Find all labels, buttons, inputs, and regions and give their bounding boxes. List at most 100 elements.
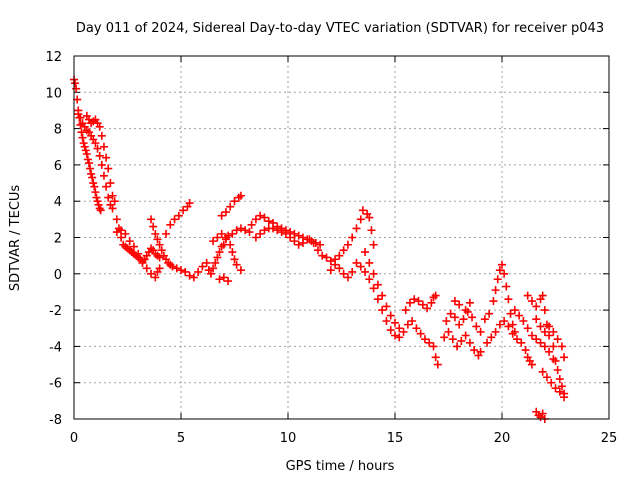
data-point — [431, 353, 440, 362]
data-point — [232, 260, 241, 269]
data-point — [256, 211, 265, 220]
data-point — [414, 297, 423, 306]
data-point — [519, 316, 528, 325]
data-point — [147, 215, 156, 224]
data-point — [538, 291, 547, 300]
data-point — [410, 295, 419, 304]
data-point — [500, 269, 509, 278]
data-point — [125, 237, 134, 246]
data-point — [465, 338, 474, 347]
data-point — [151, 229, 160, 238]
data-point — [170, 215, 179, 224]
y-tick-label: 6 — [54, 159, 62, 174]
data-point — [367, 226, 376, 235]
data-point — [298, 238, 307, 247]
data-point — [84, 159, 93, 168]
data-point — [423, 304, 432, 313]
data-point — [221, 233, 230, 242]
data-point — [269, 224, 278, 233]
data-point — [155, 264, 164, 273]
data-point — [82, 150, 91, 159]
data-point — [97, 131, 106, 140]
data-point — [108, 204, 117, 213]
x-tick-label: 15 — [387, 431, 404, 446]
data-point — [76, 113, 85, 122]
data-point — [547, 378, 556, 387]
data-point — [206, 269, 215, 278]
y-tick-label: -6 — [49, 377, 62, 392]
data-point — [538, 367, 547, 376]
data-point — [557, 342, 566, 351]
data-point — [373, 280, 382, 289]
data-point — [162, 229, 171, 238]
data-point — [294, 240, 303, 249]
y-tick-label: -8 — [49, 413, 62, 428]
data-point — [93, 144, 102, 153]
data-point — [226, 202, 235, 211]
x-tick-label: 25 — [601, 431, 618, 446]
data-point — [71, 79, 80, 88]
data-point — [369, 240, 378, 249]
data-point — [491, 327, 500, 336]
data-point — [213, 253, 222, 262]
data-point — [361, 248, 370, 257]
data-point — [78, 133, 87, 142]
data-point — [322, 253, 331, 262]
plot-frame — [73, 55, 610, 420]
data-point — [215, 248, 224, 257]
data-point — [358, 206, 367, 215]
data-point — [549, 327, 558, 336]
data-point — [112, 215, 121, 224]
data-point — [512, 335, 521, 344]
data-point — [461, 306, 470, 315]
data-point — [549, 342, 558, 351]
data-point — [352, 224, 361, 233]
data-point — [378, 306, 387, 315]
data-point — [129, 242, 138, 251]
data-point — [504, 295, 513, 304]
data-point — [264, 217, 273, 226]
data-point — [433, 360, 442, 369]
data-point — [538, 409, 547, 418]
data-point — [506, 309, 515, 318]
data-point — [181, 267, 190, 276]
data-point — [179, 206, 188, 215]
data-point — [412, 324, 421, 333]
data-point — [420, 335, 429, 344]
data-point — [117, 226, 126, 235]
data-point — [369, 269, 378, 278]
data-point — [326, 257, 335, 266]
data-point — [228, 248, 237, 257]
data-point — [444, 327, 453, 336]
data-point — [202, 258, 211, 267]
data-point — [339, 246, 348, 255]
data-point — [536, 322, 545, 331]
data-point — [273, 226, 282, 235]
data-point — [286, 233, 295, 242]
data-point — [476, 347, 485, 356]
data-point — [94, 200, 103, 209]
data-point — [515, 311, 524, 320]
data-point — [551, 384, 560, 393]
data-point — [532, 315, 541, 324]
y-tick-label: 10 — [45, 86, 62, 101]
data-point — [93, 197, 102, 206]
data-point — [418, 300, 427, 309]
data-point — [149, 222, 158, 231]
data-point — [553, 365, 562, 374]
data-point — [557, 382, 566, 391]
data-point — [560, 353, 569, 362]
data-point — [361, 267, 370, 276]
y-tick-label: 2 — [54, 232, 62, 247]
data-point — [151, 273, 160, 282]
data-point — [142, 264, 151, 273]
data-point — [99, 142, 108, 151]
data-point — [431, 291, 440, 300]
data-point — [483, 338, 492, 347]
data-point — [476, 327, 485, 336]
data-point — [134, 249, 143, 258]
data-point — [96, 206, 105, 215]
data-point — [369, 284, 378, 293]
data-point — [373, 295, 382, 304]
